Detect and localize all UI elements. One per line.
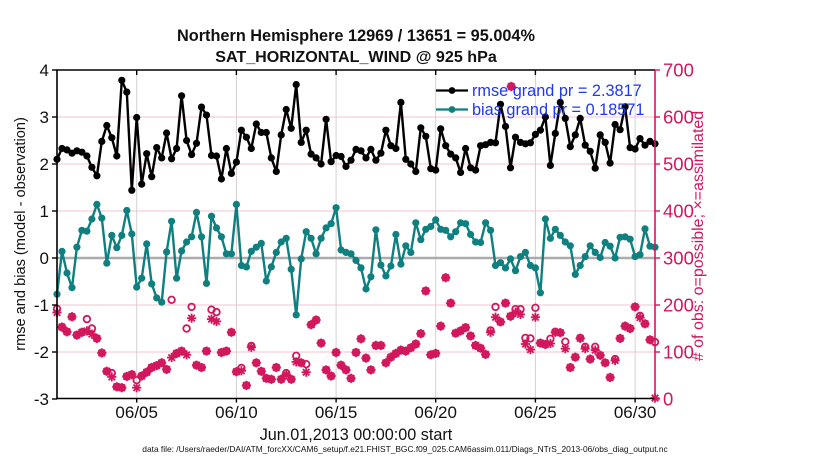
svg-text:rmse grand pr = 2.3817: rmse grand pr = 2.3817 xyxy=(472,82,642,100)
svg-text:300: 300 xyxy=(663,248,694,269)
svg-text:100: 100 xyxy=(663,342,694,363)
svg-text:06/30: 06/30 xyxy=(614,403,657,422)
svg-text:400: 400 xyxy=(663,201,694,222)
svg-text:06/05: 06/05 xyxy=(115,403,158,422)
svg-text:200: 200 xyxy=(663,295,694,316)
svg-text:500: 500 xyxy=(663,154,694,175)
svg-text:700: 700 xyxy=(663,60,694,81)
svg-text:SAT_HORIZONTAL_WIND @ 925 hPa: SAT_HORIZONTAL_WIND @ 925 hPa xyxy=(215,48,498,66)
svg-text:bias grand pr = 0.18571: bias grand pr = 0.18571 xyxy=(472,101,644,119)
svg-text:-2: -2 xyxy=(34,343,49,362)
svg-text:0: 0 xyxy=(40,249,49,268)
svg-text:06/10: 06/10 xyxy=(215,403,258,422)
svg-text:0: 0 xyxy=(663,389,673,410)
svg-text:rmse and bias (model - observa: rmse and bias (model - observation) xyxy=(13,117,29,351)
svg-text:Jun.01,2013 00:00:00 start: Jun.01,2013 00:00:00 start xyxy=(260,426,453,444)
svg-text:2: 2 xyxy=(40,155,49,174)
svg-text:06/15: 06/15 xyxy=(315,403,358,422)
svg-text:1: 1 xyxy=(40,202,49,221)
svg-text:Northern Hemisphere 12969 / 13: Northern Hemisphere 12969 / 13651 = 95.0… xyxy=(177,27,535,45)
svg-text:-3: -3 xyxy=(34,390,49,409)
svg-text:data file: /Users/raeder/DAI/A: data file: /Users/raeder/DAI/ATM_forcXX/… xyxy=(142,444,667,454)
svg-text:-1: -1 xyxy=(34,296,49,315)
svg-text:3: 3 xyxy=(40,108,49,127)
svg-text:06/25: 06/25 xyxy=(514,403,557,422)
svg-text:600: 600 xyxy=(663,107,694,128)
svg-text:# of obs: o=possible; ×=assimi: # of obs: o=possible; ×=assimilated xyxy=(690,111,707,361)
svg-text:06/20: 06/20 xyxy=(414,403,457,422)
svg-text:4: 4 xyxy=(40,61,49,80)
